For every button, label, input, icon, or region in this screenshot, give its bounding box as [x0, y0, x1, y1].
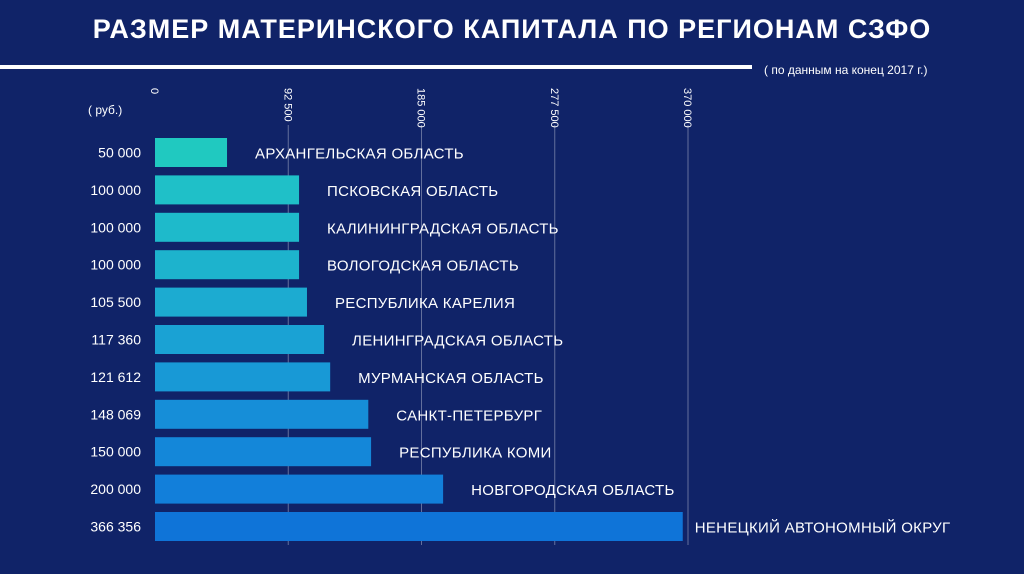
chart-title: РАЗМЕР МАТЕРИНСКОГО КАПИТАЛА ПО РЕГИОНАМ…: [92, 14, 932, 44]
x-tick-label: 185 000: [415, 88, 427, 128]
category-label: АРХАНГЕЛЬСКАЯ ОБЛАСТЬ: [255, 146, 464, 163]
bar: [155, 437, 372, 467]
value-label: 200 000: [90, 481, 141, 497]
category-label: МУРМАНСКАЯ ОБЛАСТЬ: [358, 370, 544, 387]
category-label: ВОЛОГОДСКАЯ ОБЛАСТЬ: [327, 258, 519, 275]
value-label: 148 069: [90, 406, 141, 422]
unit-label: ( руб.): [88, 103, 123, 117]
bar: [155, 474, 444, 504]
category-label: РЕСПУБЛИКА КАРЕЛИЯ: [335, 295, 515, 312]
x-tick-label: 277 500: [548, 88, 560, 128]
bar: [155, 250, 300, 280]
value-label: 50 000: [98, 145, 141, 161]
value-label: 150 000: [90, 444, 141, 460]
bar: [155, 212, 300, 242]
category-label: НЕНЕЦКИЙ АВТОНОМНЫЙ ОКРУГ: [695, 519, 951, 537]
bar: [155, 175, 300, 205]
bar: [155, 287, 307, 317]
value-label: 366 356: [90, 519, 141, 535]
value-label: 100 000: [90, 182, 141, 198]
value-label: 117 360: [91, 332, 141, 348]
chart-subtitle: ( по данным на конец 2017 г.): [764, 63, 928, 77]
category-label: ЛЕНИНГРАДСКАЯ ОБЛАСТЬ: [352, 333, 563, 350]
bar: [155, 362, 331, 392]
category-label: НОВГОРОДСКАЯ ОБЛАСТЬ: [471, 482, 675, 499]
bar: [155, 325, 325, 354]
bar: [155, 512, 683, 541]
x-tick-label: 0: [148, 88, 160, 94]
value-label: 121 612: [90, 369, 141, 385]
x-tick-label: 370 000: [681, 88, 693, 128]
x-tick-label: 92 500: [281, 88, 293, 122]
category-label: САНКТ-ПЕТЕРБУРГ: [396, 407, 542, 424]
value-label: 105 500: [90, 294, 141, 310]
title-underline: [0, 65, 752, 69]
category-label: КАЛИНИНГРАДСКАЯ ОБЛАСТЬ: [327, 220, 559, 237]
category-label: РЕСПУБЛИКА КОМИ: [399, 445, 552, 462]
value-label: 100 000: [90, 257, 141, 273]
bar: [155, 399, 369, 429]
bar: [155, 138, 228, 167]
value-label: 100 000: [90, 219, 141, 235]
category-label: ПСКОВСКАЯ ОБЛАСТЬ: [327, 183, 498, 200]
